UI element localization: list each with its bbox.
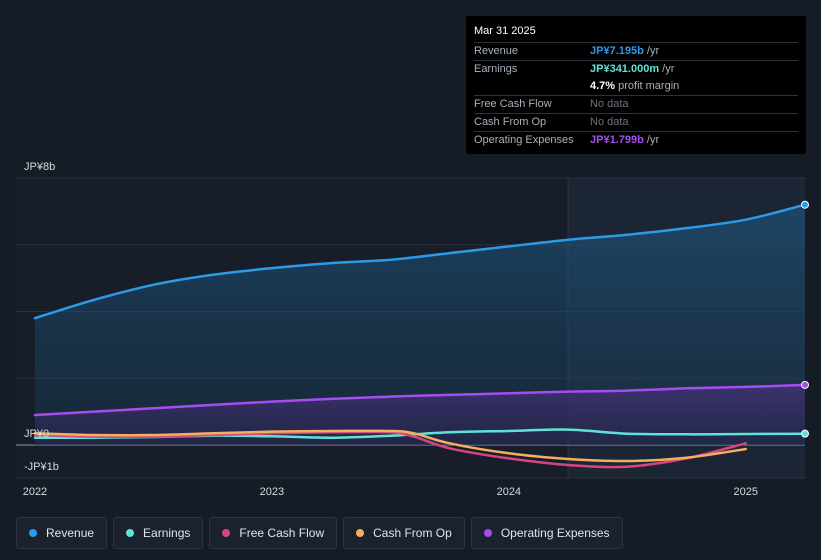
operating-expenses-endpoint: [801, 380, 809, 389]
axis-labels: JP¥8b JP¥0 -JP¥1b 2022 2023 2024 2025: [23, 161, 758, 498]
x-tick-label: 2025: [734, 486, 758, 498]
revenue-endpoint: [801, 200, 809, 209]
tooltip-row-value: JP¥341.000m /yr: [590, 61, 674, 78]
tooltip-row: Free Cash Flow No data: [474, 95, 798, 113]
legend-label: Earnings: [143, 526, 191, 540]
tooltip-row-label: Revenue: [474, 45, 519, 57]
tooltip-row: Cash From Op No data: [474, 113, 798, 131]
legend-item-operating-expenses[interactable]: Operating Expenses: [470, 517, 623, 549]
legend-item-revenue[interactable]: Revenue: [16, 517, 108, 549]
tooltip-row-unit: profit margin: [615, 80, 680, 92]
revenue-area: [35, 204, 805, 445]
legend-label: Free Cash Flow: [239, 526, 325, 540]
legend-label: Revenue: [46, 526, 95, 540]
tooltip-row-label: Operating Expenses: [474, 134, 574, 146]
x-tick-label: 2022: [23, 486, 47, 498]
legend-item-cash-from-op[interactable]: Cash From Op: [343, 517, 465, 549]
data-tooltip: Mar 31 2025 Revenue JP¥7.195b /yr Earnings…: [466, 16, 806, 154]
legend-label: Operating Expenses: [500, 526, 610, 540]
tooltip-row: 4.7% profit margin: [474, 78, 798, 95]
legend-item-earnings[interactable]: Earnings: [113, 517, 204, 549]
legend-dot-icon: [29, 529, 37, 537]
tooltip-row-label: Free Cash Flow: [474, 98, 552, 110]
tooltip-rows: Revenue JP¥7.195b /yr Earnings JP¥341.000m …: [474, 42, 798, 149]
free-cash-flow-line: [33, 430, 748, 469]
tooltip-row-value: JP¥7.195b /yr: [590, 43, 659, 60]
operating-expenses-line: [33, 383, 807, 417]
series-lines: [33, 200, 809, 469]
y-axis-max-label: JP¥8b: [24, 161, 55, 173]
revenue-line: [33, 203, 807, 320]
financials-chart: JP¥8b JP¥0 -JP¥1b 2022 2023 2024 2025: [16, 161, 809, 498]
y-axis-zero-label: JP¥0: [24, 428, 49, 440]
tooltip-row: Operating Expenses JP¥1.799b /yr: [474, 131, 798, 149]
earnings-endpoint: [801, 429, 809, 438]
legend-dot-icon: [483, 529, 492, 537]
tooltip-row-number: JP¥341.000m: [590, 63, 660, 75]
tooltip-row-unit: /yr: [643, 45, 660, 57]
tooltip-row-number: 4.7%: [590, 80, 616, 92]
legend-dot-icon: [126, 529, 135, 537]
legend-dot-icon: [356, 529, 365, 537]
tooltip-row-value: No data: [590, 116, 629, 128]
tooltip-row: Earnings JP¥341.000m /yr: [474, 60, 798, 78]
legend-label: Cash From Op: [373, 526, 452, 540]
y-axis-min-label: -JP¥1b: [24, 461, 59, 473]
tooltip-row-value: JP¥1.799b /yr: [590, 132, 659, 149]
series-areas: [35, 204, 805, 445]
tooltip-row-value: No data: [590, 98, 629, 110]
tooltip-row-number: JP¥1.799b: [590, 134, 644, 146]
tooltip-row: Revenue JP¥7.195b /yr: [474, 42, 798, 60]
x-tick-label: 2023: [260, 486, 284, 498]
operating-expenses-area: [35, 384, 805, 445]
tooltip-row-label: Earnings: [474, 63, 518, 75]
legend-item-free-cash-flow[interactable]: Free Cash Flow: [209, 517, 338, 549]
tooltip-row-value: 4.7% profit margin: [590, 78, 679, 95]
cash-from-op-line: [33, 429, 748, 463]
tooltip-row-unit: /yr: [643, 134, 660, 146]
chart-legend: Revenue Earnings Free Cash Flow Cash From O…: [16, 517, 623, 549]
tooltip-date: Mar 31 2025: [474, 25, 536, 37]
legend-dot-icon: [222, 529, 231, 537]
tooltip-row-number: JP¥7.195b: [590, 45, 644, 57]
x-tick-label: 2024: [497, 486, 521, 498]
tooltip-row-label: Cash From Op: [474, 116, 547, 128]
tooltip-row-unit: /yr: [659, 63, 675, 75]
tooltip-row-label: [474, 78, 590, 95]
